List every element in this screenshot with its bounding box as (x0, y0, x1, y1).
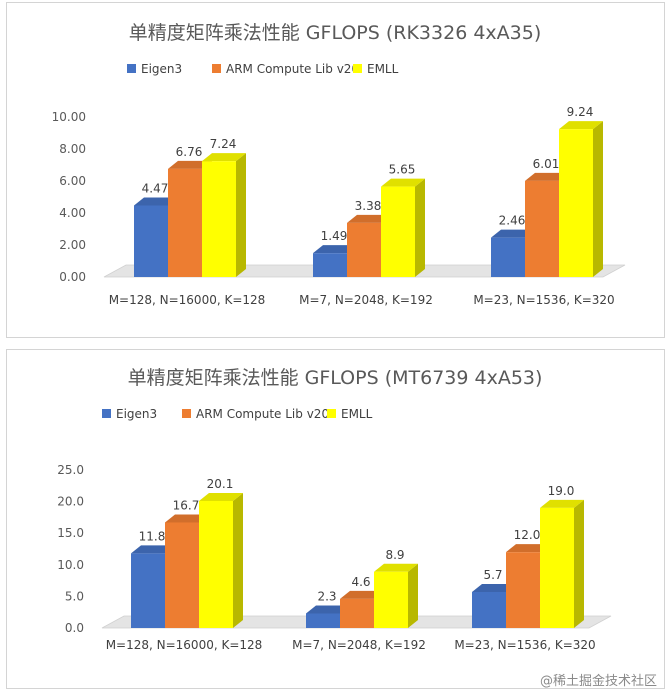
legend-swatch-1 (212, 64, 221, 73)
bar-mt6739-2-0 (199, 492, 243, 628)
data-label: 4.47 (142, 181, 169, 195)
chart-panel-rk3326: 单精度矩阵乘法性能 GFLOPS (RK3326 4xA35) Eigen3 ARM… (6, 2, 665, 338)
x-category-label: M=23, N=1536, K=320 (473, 293, 614, 307)
data-label: 4.6 (351, 575, 370, 589)
data-label: 20.1 (207, 477, 234, 491)
legend-label-2: EMLL (341, 407, 373, 421)
data-label: 8.9 (385, 548, 404, 562)
legend-label-2: EMLL (367, 62, 399, 76)
chart-title-rk3326: 单精度矩阵乘法性能 GFLOPS (RK3326 4xA35) (129, 22, 542, 44)
legend-swatch-0 (102, 409, 111, 418)
y-tick-label: 0.00 (59, 270, 86, 284)
legend-label-0: Eigen3 (116, 407, 157, 421)
data-label: 16.7 (173, 498, 200, 512)
y-tick-label: 4.00 (59, 206, 86, 220)
data-label: 6.76 (176, 145, 203, 159)
bar-rk3326-2-2 (559, 121, 603, 277)
legend-swatch-2 (353, 64, 362, 73)
y-tick-label: 20.0 (57, 495, 84, 509)
bar-rk3326-2-1 (381, 178, 425, 277)
watermark: @稀土掘金技术社区 (539, 674, 657, 689)
data-label: 1.49 (321, 229, 348, 243)
x-category-label: M=7, N=2048, K=192 (299, 293, 433, 307)
y-tick-label: 15.0 (57, 526, 84, 540)
y-tick-label: 0.0 (65, 621, 84, 635)
bar-rk3326-2-0 (202, 153, 246, 277)
bar-mt6739-2-2 (540, 499, 584, 628)
x-category-label: M=7, N=2048, K=192 (292, 638, 426, 652)
legend-label-1: ARM Compute Lib v20 (196, 407, 329, 421)
bar-mt6739-2-1 (374, 563, 418, 628)
legend-label-1: ARM Compute Lib v20 (226, 62, 359, 76)
y-tick-label: 2.00 (59, 238, 86, 252)
data-label: 3.38 (355, 199, 382, 213)
y-tick-label: 10.00 (52, 110, 86, 124)
y-tick-label: 6.00 (59, 174, 86, 188)
data-label: 19.0 (548, 484, 575, 498)
y-tick-label: 8.00 (59, 142, 86, 156)
data-label: 2.46 (499, 214, 526, 228)
legend-swatch-2 (327, 409, 336, 418)
legend-swatch-0 (127, 64, 136, 73)
x-category-label: M=23, N=1536, K=320 (454, 638, 595, 652)
data-label: 7.24 (210, 137, 237, 151)
legend-label-0: Eigen3 (141, 62, 182, 76)
chart-title-mt6739: 单精度矩阵乘法性能 GFLOPS (MT6739 4xA53) (128, 367, 543, 389)
legend-swatch-1 (182, 409, 191, 418)
data-label: 5.65 (389, 163, 416, 177)
chart-rk3326: 单精度矩阵乘法性能 GFLOPS (RK3326 4xA35) Eigen3 ARM… (52, 22, 626, 307)
data-label: 11.8 (139, 529, 166, 543)
chart-mt6739: 单精度矩阵乘法性能 GFLOPS (MT6739 4xA53) Eigen3 ARM… (57, 367, 612, 652)
data-label: 2.3 (317, 589, 336, 603)
data-label: 12.0 (514, 528, 541, 542)
y-tick-label: 10.0 (57, 558, 84, 572)
data-label: 6.01 (533, 157, 560, 171)
data-label: 5.7 (483, 568, 502, 582)
y-tick-label: 5.0 (65, 589, 84, 603)
y-tick-label: 25.0 (57, 463, 84, 477)
x-category-label: M=128, N=16000, K=128 (109, 293, 266, 307)
data-label: 9.24 (567, 105, 594, 119)
x-category-label: M=128, N=16000, K=128 (106, 638, 263, 652)
chart-panel-mt6739: 单精度矩阵乘法性能 GFLOPS (MT6739 4xA53) Eigen3 ARM… (6, 349, 665, 689)
